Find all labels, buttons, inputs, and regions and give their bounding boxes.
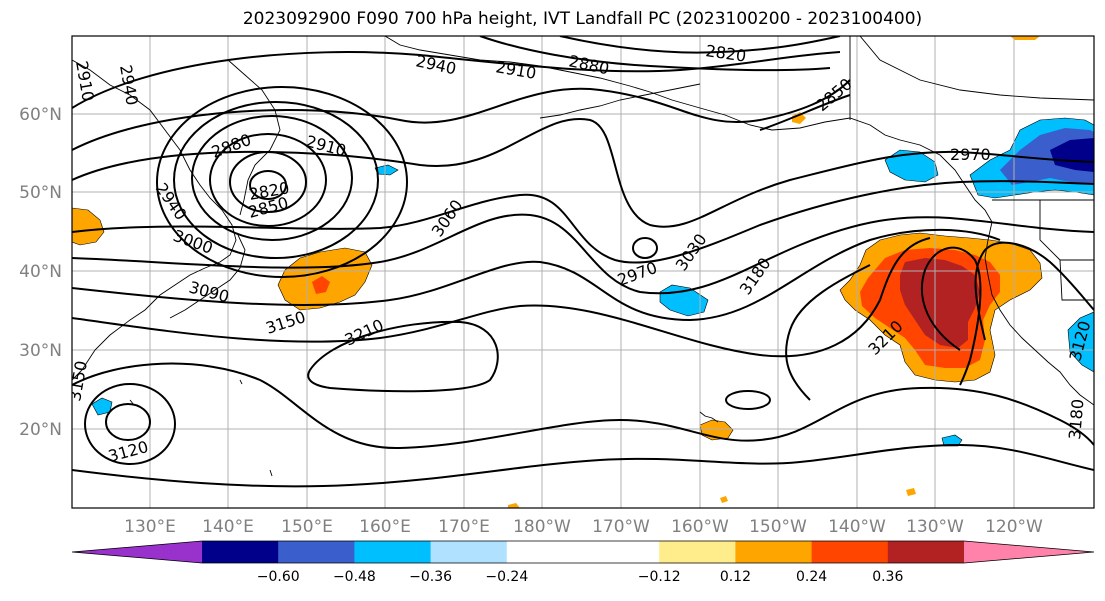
colorbar-outline: [71, 540, 1095, 564]
ivt-pos-weak-dot3: [508, 503, 520, 508]
colorbar-tick-label: 0.24: [796, 569, 827, 585]
ivt-pos-mid-west: [312, 276, 330, 294]
lat-label-40n: 40°N: [19, 262, 62, 282]
lon-label: 130°E: [124, 517, 176, 537]
ivt-pos-strong-east: [900, 258, 980, 348]
lon-label: 150°E: [281, 517, 333, 537]
map-layers: 2910 2940 2940 2910 2880 2820 2880 2910 …: [72, 36, 1094, 508]
lon-label: 160°E: [359, 517, 411, 537]
lon-label: 140°E: [202, 517, 254, 537]
ivt-neg-weak-mexico: [1067, 311, 1094, 373]
colorbar-segment: [430, 541, 508, 563]
colorbar-segment: [659, 541, 736, 563]
colorbar-segment: [811, 541, 889, 563]
longitude-labels: 130°E 140°E 150°E 160°E 170°E 180°W 170°…: [124, 517, 1043, 537]
ivt-neg-weak-coast: [884, 149, 939, 183]
lon-label: 160°W: [671, 517, 729, 537]
contour-label: 3180: [1065, 398, 1087, 440]
ivt-pos-weak-alaska: [792, 112, 806, 124]
lat-label-60n: 60°N: [19, 105, 62, 125]
colorbar-tick-label: −0.24: [485, 569, 528, 585]
colorbar-segment: [506, 541, 584, 563]
height-contours: [72, 36, 1094, 488]
lon-label: 180°W: [513, 517, 571, 537]
colorbar-tick-label: −0.48: [333, 569, 376, 585]
lon-label: 150°W: [749, 517, 807, 537]
colorbar-tick-label: 0.36: [872, 569, 903, 585]
colorbar-extension-max: [964, 541, 1094, 563]
map-frame: [71, 35, 1095, 509]
lon-label: 120°W: [985, 517, 1043, 537]
colorbar-tick-label: −0.12: [638, 569, 681, 585]
colorbar-tick-label: 0.12: [720, 569, 751, 585]
colorbar-segment: [202, 541, 279, 563]
colorbar-segment: [278, 541, 355, 563]
colorbar-tick-label: −0.36: [409, 569, 452, 585]
colorbar-segment: [735, 541, 813, 563]
lat-label-20n: 20°N: [19, 420, 62, 440]
ivt-pos-weak-dot2: [906, 488, 916, 496]
lon-label: 170°E: [438, 517, 490, 537]
latitude-labels: 20°N 30°N 40°N 50°N 60°N: [19, 105, 62, 440]
ivt-neg-strong-bc: [1050, 138, 1094, 172]
colorbar-segment: [583, 541, 660, 563]
colorbar: −0.60 −0.48 −0.36 −0.24 −0.12 0.12 0.24 0.36: [71, 540, 1095, 585]
colorbar-segment: [354, 541, 432, 563]
colorbar-tick-label: −0.60: [257, 569, 300, 585]
lon-label: 140°W: [828, 517, 886, 537]
ivt-positive-shading: [72, 36, 1043, 508]
lon-label: 130°W: [906, 517, 964, 537]
lat-label-50n: 50°N: [19, 183, 62, 203]
colorbar-extension-min: [72, 541, 202, 563]
colorbar-segment: [887, 541, 965, 563]
lat-label-30n: 30°N: [19, 341, 62, 361]
ivt-pos-weak-north: [1010, 36, 1040, 40]
ivt-pos-weak-dot1: [720, 496, 728, 503]
map-title: 2023092900 F090 700 hPa height, IVT Land…: [242, 9, 923, 29]
lon-label: 170°W: [592, 517, 650, 537]
contour-label: 2970: [950, 145, 991, 164]
ivt-neg-weak-west: [91, 397, 113, 416]
ivt-pos-weak-farwest: [72, 207, 105, 246]
